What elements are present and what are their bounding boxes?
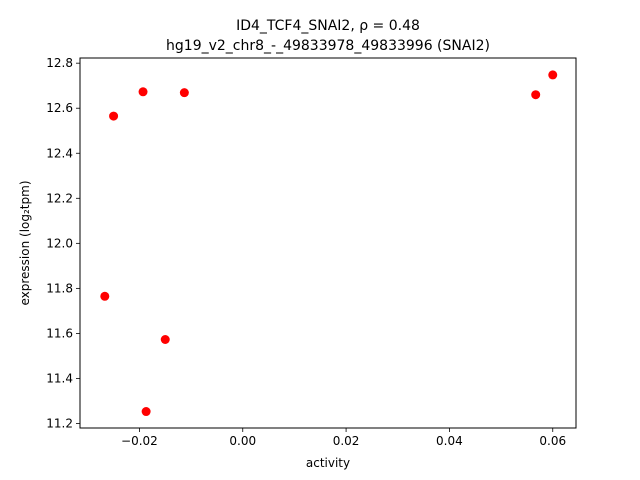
y-tick-label: 11.8 [46, 281, 73, 295]
data-point [548, 70, 558, 80]
data-point [160, 334, 170, 344]
data-point [138, 87, 148, 97]
y-tick-label: 12.2 [46, 191, 73, 205]
x-tick-label: 0.06 [539, 434, 566, 448]
data-point [100, 291, 110, 301]
plot-frame [79, 57, 577, 429]
y-axis-label: expression (log₂tpm) [18, 180, 32, 305]
data-point [179, 88, 189, 98]
data-point [109, 111, 119, 121]
y-axis-ticks: 11.2 11.4 11.6 11.8 12.0 12.2 12.4 12.6 12.8 [46, 56, 80, 430]
y-tick-label: 12.8 [46, 56, 73, 70]
data-point [141, 407, 151, 417]
x-axis-label: activity [306, 456, 350, 470]
y-tick-label: 12.4 [46, 146, 73, 160]
x-tick-label: 0.00 [229, 434, 256, 448]
data-points [100, 70, 558, 417]
y-tick-label: 11.6 [46, 326, 73, 340]
x-axis-ticks: −0.02 0.00 0.02 0.04 0.06 [121, 428, 566, 448]
x-tick-label: −0.02 [121, 434, 158, 448]
x-tick-label: 0.02 [333, 434, 360, 448]
y-tick-label: 12.6 [46, 101, 73, 115]
y-tick-label: 11.4 [46, 371, 73, 385]
chart-title-line2: hg19_v2_chr8_-_49833978_49833996 (SNAI2) [166, 38, 490, 54]
y-tick-label: 12.0 [46, 236, 73, 250]
x-tick-label: 0.04 [436, 434, 463, 448]
chart-title-line1: ID4_TCF4_SNAI2, ρ = 0.48 [236, 18, 420, 34]
data-point [531, 90, 541, 100]
y-tick-label: 11.2 [46, 416, 73, 430]
